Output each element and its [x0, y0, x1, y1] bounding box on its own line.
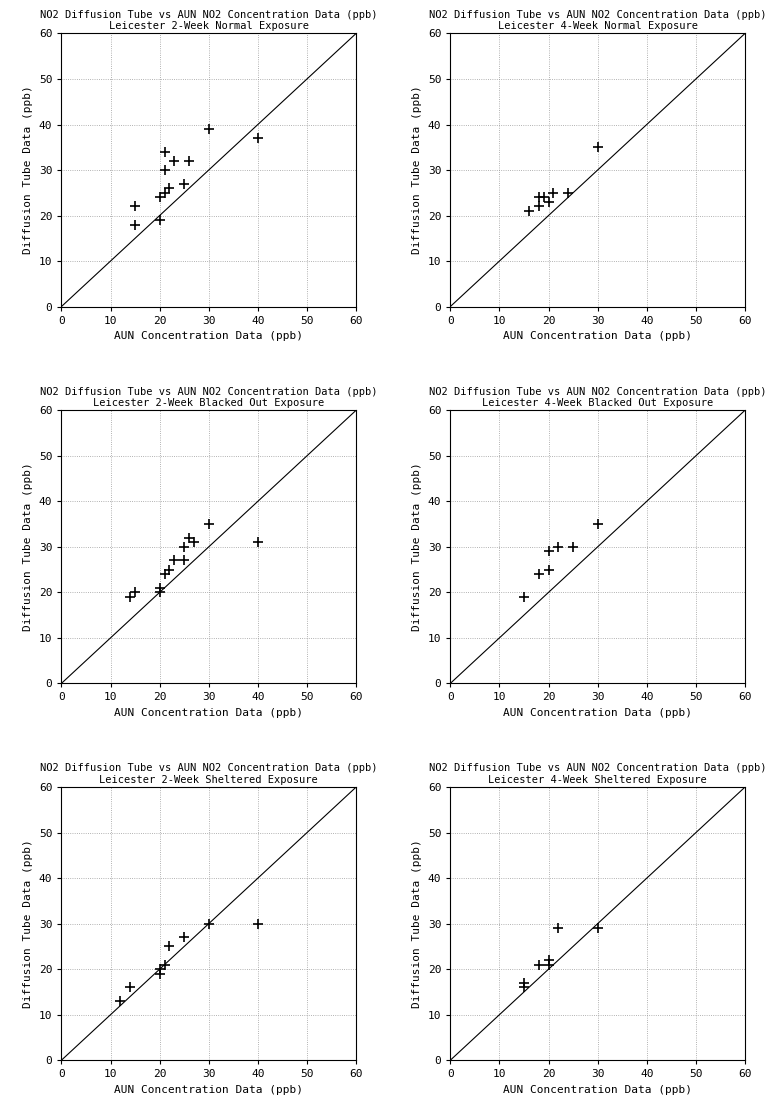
Title: NO2 Diffusion Tube vs AUN NO2 Concentration Data (ppb)
Leicester 4-Week Normal E: NO2 Diffusion Tube vs AUN NO2 Concentrat… [429, 10, 766, 31]
Title: NO2 Diffusion Tube vs AUN NO2 Concentration Data (ppb)
Leicester 4-Week Sheltere: NO2 Diffusion Tube vs AUN NO2 Concentrat… [429, 763, 766, 785]
Y-axis label: Diffusion Tube Data (ppb): Diffusion Tube Data (ppb) [412, 86, 422, 254]
X-axis label: AUN Concentration Data (ppb): AUN Concentration Data (ppb) [503, 1085, 692, 1095]
Title: NO2 Diffusion Tube vs AUN NO2 Concentration Data (ppb)
Leicester 4-Week Blacked : NO2 Diffusion Tube vs AUN NO2 Concentrat… [429, 386, 766, 408]
Title: NO2 Diffusion Tube vs AUN NO2 Concentration Data (ppb)
Leicester 2-Week Normal E: NO2 Diffusion Tube vs AUN NO2 Concentrat… [40, 10, 378, 31]
Title: NO2 Diffusion Tube vs AUN NO2 Concentration Data (ppb)
Leicester 2-Week Sheltere: NO2 Diffusion Tube vs AUN NO2 Concentrat… [40, 763, 378, 785]
X-axis label: AUN Concentration Data (ppb): AUN Concentration Data (ppb) [503, 331, 692, 341]
X-axis label: AUN Concentration Data (ppb): AUN Concentration Data (ppb) [503, 708, 692, 718]
X-axis label: AUN Concentration Data (ppb): AUN Concentration Data (ppb) [114, 708, 303, 718]
Y-axis label: Diffusion Tube Data (ppb): Diffusion Tube Data (ppb) [412, 462, 422, 632]
Y-axis label: Diffusion Tube Data (ppb): Diffusion Tube Data (ppb) [23, 839, 33, 1008]
Y-axis label: Diffusion Tube Data (ppb): Diffusion Tube Data (ppb) [23, 86, 33, 254]
X-axis label: AUN Concentration Data (ppb): AUN Concentration Data (ppb) [114, 1085, 303, 1095]
Title: NO2 Diffusion Tube vs AUN NO2 Concentration Data (ppb)
Leicester 2-Week Blacked : NO2 Diffusion Tube vs AUN NO2 Concentrat… [40, 386, 378, 408]
Y-axis label: Diffusion Tube Data (ppb): Diffusion Tube Data (ppb) [23, 462, 33, 632]
X-axis label: AUN Concentration Data (ppb): AUN Concentration Data (ppb) [114, 331, 303, 341]
Y-axis label: Diffusion Tube Data (ppb): Diffusion Tube Data (ppb) [412, 839, 422, 1008]
